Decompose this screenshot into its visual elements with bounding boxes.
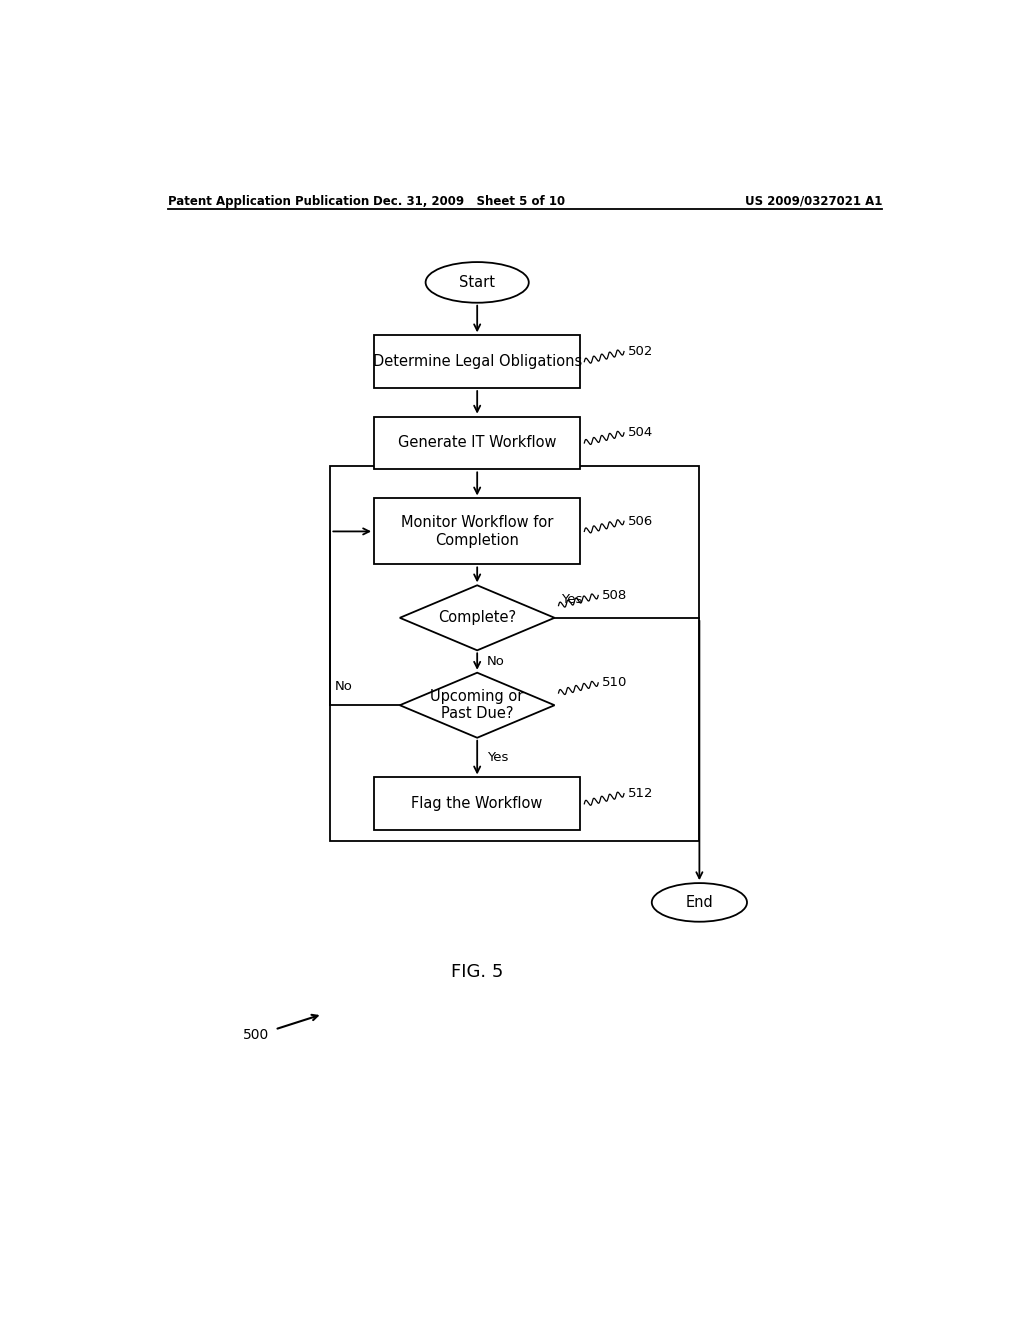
- Bar: [374, 499, 581, 565]
- Text: 502: 502: [628, 345, 653, 358]
- Text: Yes: Yes: [561, 593, 583, 606]
- Ellipse shape: [651, 883, 746, 921]
- Text: End: End: [685, 895, 714, 909]
- Text: No: No: [486, 655, 505, 668]
- Bar: [374, 335, 581, 388]
- Polygon shape: [399, 585, 555, 651]
- Text: Patent Application Publication: Patent Application Publication: [168, 194, 369, 207]
- Text: Determine Legal Obligations: Determine Legal Obligations: [373, 354, 582, 370]
- Bar: [374, 777, 581, 830]
- Text: 506: 506: [628, 515, 653, 528]
- Text: 510: 510: [602, 676, 628, 689]
- Bar: [331, 466, 699, 841]
- Text: US 2009/0327021 A1: US 2009/0327021 A1: [744, 194, 882, 207]
- Text: Generate IT Workflow: Generate IT Workflow: [398, 436, 556, 450]
- Text: FIG. 5: FIG. 5: [451, 962, 504, 981]
- Text: Start: Start: [459, 275, 496, 290]
- Ellipse shape: [426, 263, 528, 302]
- Text: Flag the Workflow: Flag the Workflow: [412, 796, 543, 812]
- Text: 500: 500: [243, 1027, 269, 1041]
- Bar: [374, 417, 581, 470]
- Text: 512: 512: [628, 787, 653, 800]
- Polygon shape: [399, 673, 555, 738]
- Text: Complete?: Complete?: [438, 610, 516, 626]
- Text: 508: 508: [602, 589, 628, 602]
- Text: Dec. 31, 2009   Sheet 5 of 10: Dec. 31, 2009 Sheet 5 of 10: [373, 194, 565, 207]
- Text: 504: 504: [628, 426, 653, 440]
- Text: Upcoming or
Past Due?: Upcoming or Past Due?: [430, 689, 524, 722]
- Text: Yes: Yes: [486, 751, 508, 764]
- Text: Monitor Workflow for
Completion: Monitor Workflow for Completion: [401, 515, 553, 548]
- Text: No: No: [334, 680, 352, 693]
